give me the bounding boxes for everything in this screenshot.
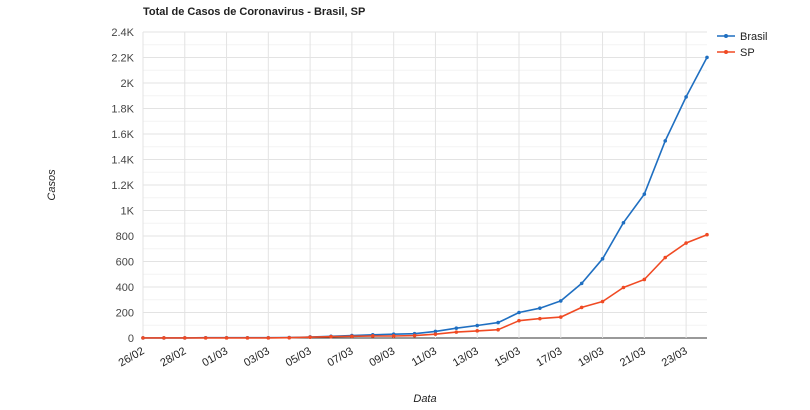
y-tick-label: 1.6K (111, 129, 134, 141)
data-point-sp (663, 255, 668, 260)
data-point-sp (642, 277, 647, 282)
data-point-brasil (705, 55, 709, 60)
legend-label: SP (740, 47, 755, 59)
data-point-brasil (684, 95, 688, 99)
data-point-sp (224, 336, 229, 340)
data-point-sp (433, 332, 438, 336)
data-point-sp (370, 334, 375, 338)
data-point-sp (182, 336, 187, 340)
x-axis-ticks: 26/02 28/02 01/03 03/03 05/03 07/03 09/03 11/03… (117, 345, 690, 369)
x-tick-label: 01/03 (200, 345, 230, 369)
x-tick-label: 23/03 (660, 345, 690, 369)
data-point-brasil (663, 139, 668, 143)
x-tick-label: 28/02 (158, 345, 188, 369)
data-point-sp (308, 335, 312, 340)
x-tick-label: 26/02 (117, 345, 147, 369)
x-tick-label: 13/03 (451, 345, 481, 369)
data-point-sp (162, 336, 166, 340)
legend: Brasil SP (717, 31, 768, 59)
y-tick-label: 2.2K (111, 53, 134, 65)
y-tick-label: 2.4K (111, 27, 134, 39)
x-tick-label: 03/03 (242, 345, 272, 369)
data-point-sp (538, 316, 542, 321)
x-tick-label: 07/03 (326, 345, 356, 369)
x-tick-label: 19/03 (576, 345, 606, 369)
y-tick-label: 1K (121, 206, 135, 218)
x-tick-label: 15/03 (493, 345, 523, 369)
data-point-brasil (558, 299, 563, 303)
data-point-brasil (454, 326, 459, 330)
data-point-sp (245, 336, 250, 340)
data-point-brasil (475, 323, 480, 328)
series-line-sp (143, 233, 708, 339)
gridlines (142, 31, 707, 339)
y-tick-label: 400 (116, 282, 134, 294)
data-point-brasil (621, 220, 626, 225)
data-point-sp (350, 334, 354, 339)
data-point-brasil (642, 192, 647, 196)
data-point-sp (266, 336, 271, 340)
y-tick-label: 200 (116, 308, 134, 320)
data-point-sp (517, 318, 521, 323)
data-point-sp (141, 336, 145, 340)
y-axis-ticks: 0 200 400 600 800 1K 1.2K 1.4K 1.6K 1.8K 2K 2.2K 2.4… (111, 27, 134, 345)
data-point-sp (705, 232, 709, 237)
x-axis-title: Data (413, 393, 436, 405)
data-point-sp (391, 334, 396, 338)
data-point-sp (496, 327, 500, 332)
data-point-brasil (496, 320, 500, 325)
legend-marker (724, 34, 728, 38)
data-point-sp (558, 315, 563, 319)
legend-label: Brasil (740, 31, 768, 43)
x-tick-label: 11/03 (410, 345, 439, 369)
y-tick-label: 1.2K (111, 180, 134, 192)
data-point-sp (600, 299, 605, 304)
data-point-brasil (579, 281, 584, 286)
data-point-sp (287, 335, 292, 340)
x-tick-label: 09/03 (367, 345, 397, 369)
data-point-brasil (517, 310, 521, 315)
x-tick-label: 21/03 (618, 345, 648, 369)
data-point-sp (579, 305, 584, 310)
data-point-sp (454, 330, 459, 334)
y-tick-label: 2K (121, 78, 135, 90)
data-point-sp (412, 333, 417, 338)
data-point-sp (684, 241, 688, 245)
data-point-sp (203, 336, 208, 340)
x-tick-label: 17/03 (534, 345, 564, 369)
chart-title: Total de Casos de Coronavirus - Brasil, … (143, 6, 366, 18)
y-tick-label: 800 (116, 231, 134, 243)
series-lines (141, 55, 709, 340)
y-tick-label: 0 (128, 333, 134, 345)
data-point-sp (475, 329, 480, 333)
y-tick-label: 1.4K (111, 155, 134, 167)
y-axis-title: Casos (46, 169, 58, 201)
y-tick-label: 1.8K (111, 104, 134, 116)
data-point-brasil (433, 329, 438, 334)
x-tick-label: 05/03 (284, 345, 314, 369)
data-point-sp (621, 285, 626, 290)
data-point-sp (329, 334, 333, 339)
data-point-brasil (600, 257, 605, 261)
data-point-brasil (538, 306, 542, 310)
y-tick-label: 600 (116, 257, 134, 269)
legend-marker (724, 50, 728, 54)
